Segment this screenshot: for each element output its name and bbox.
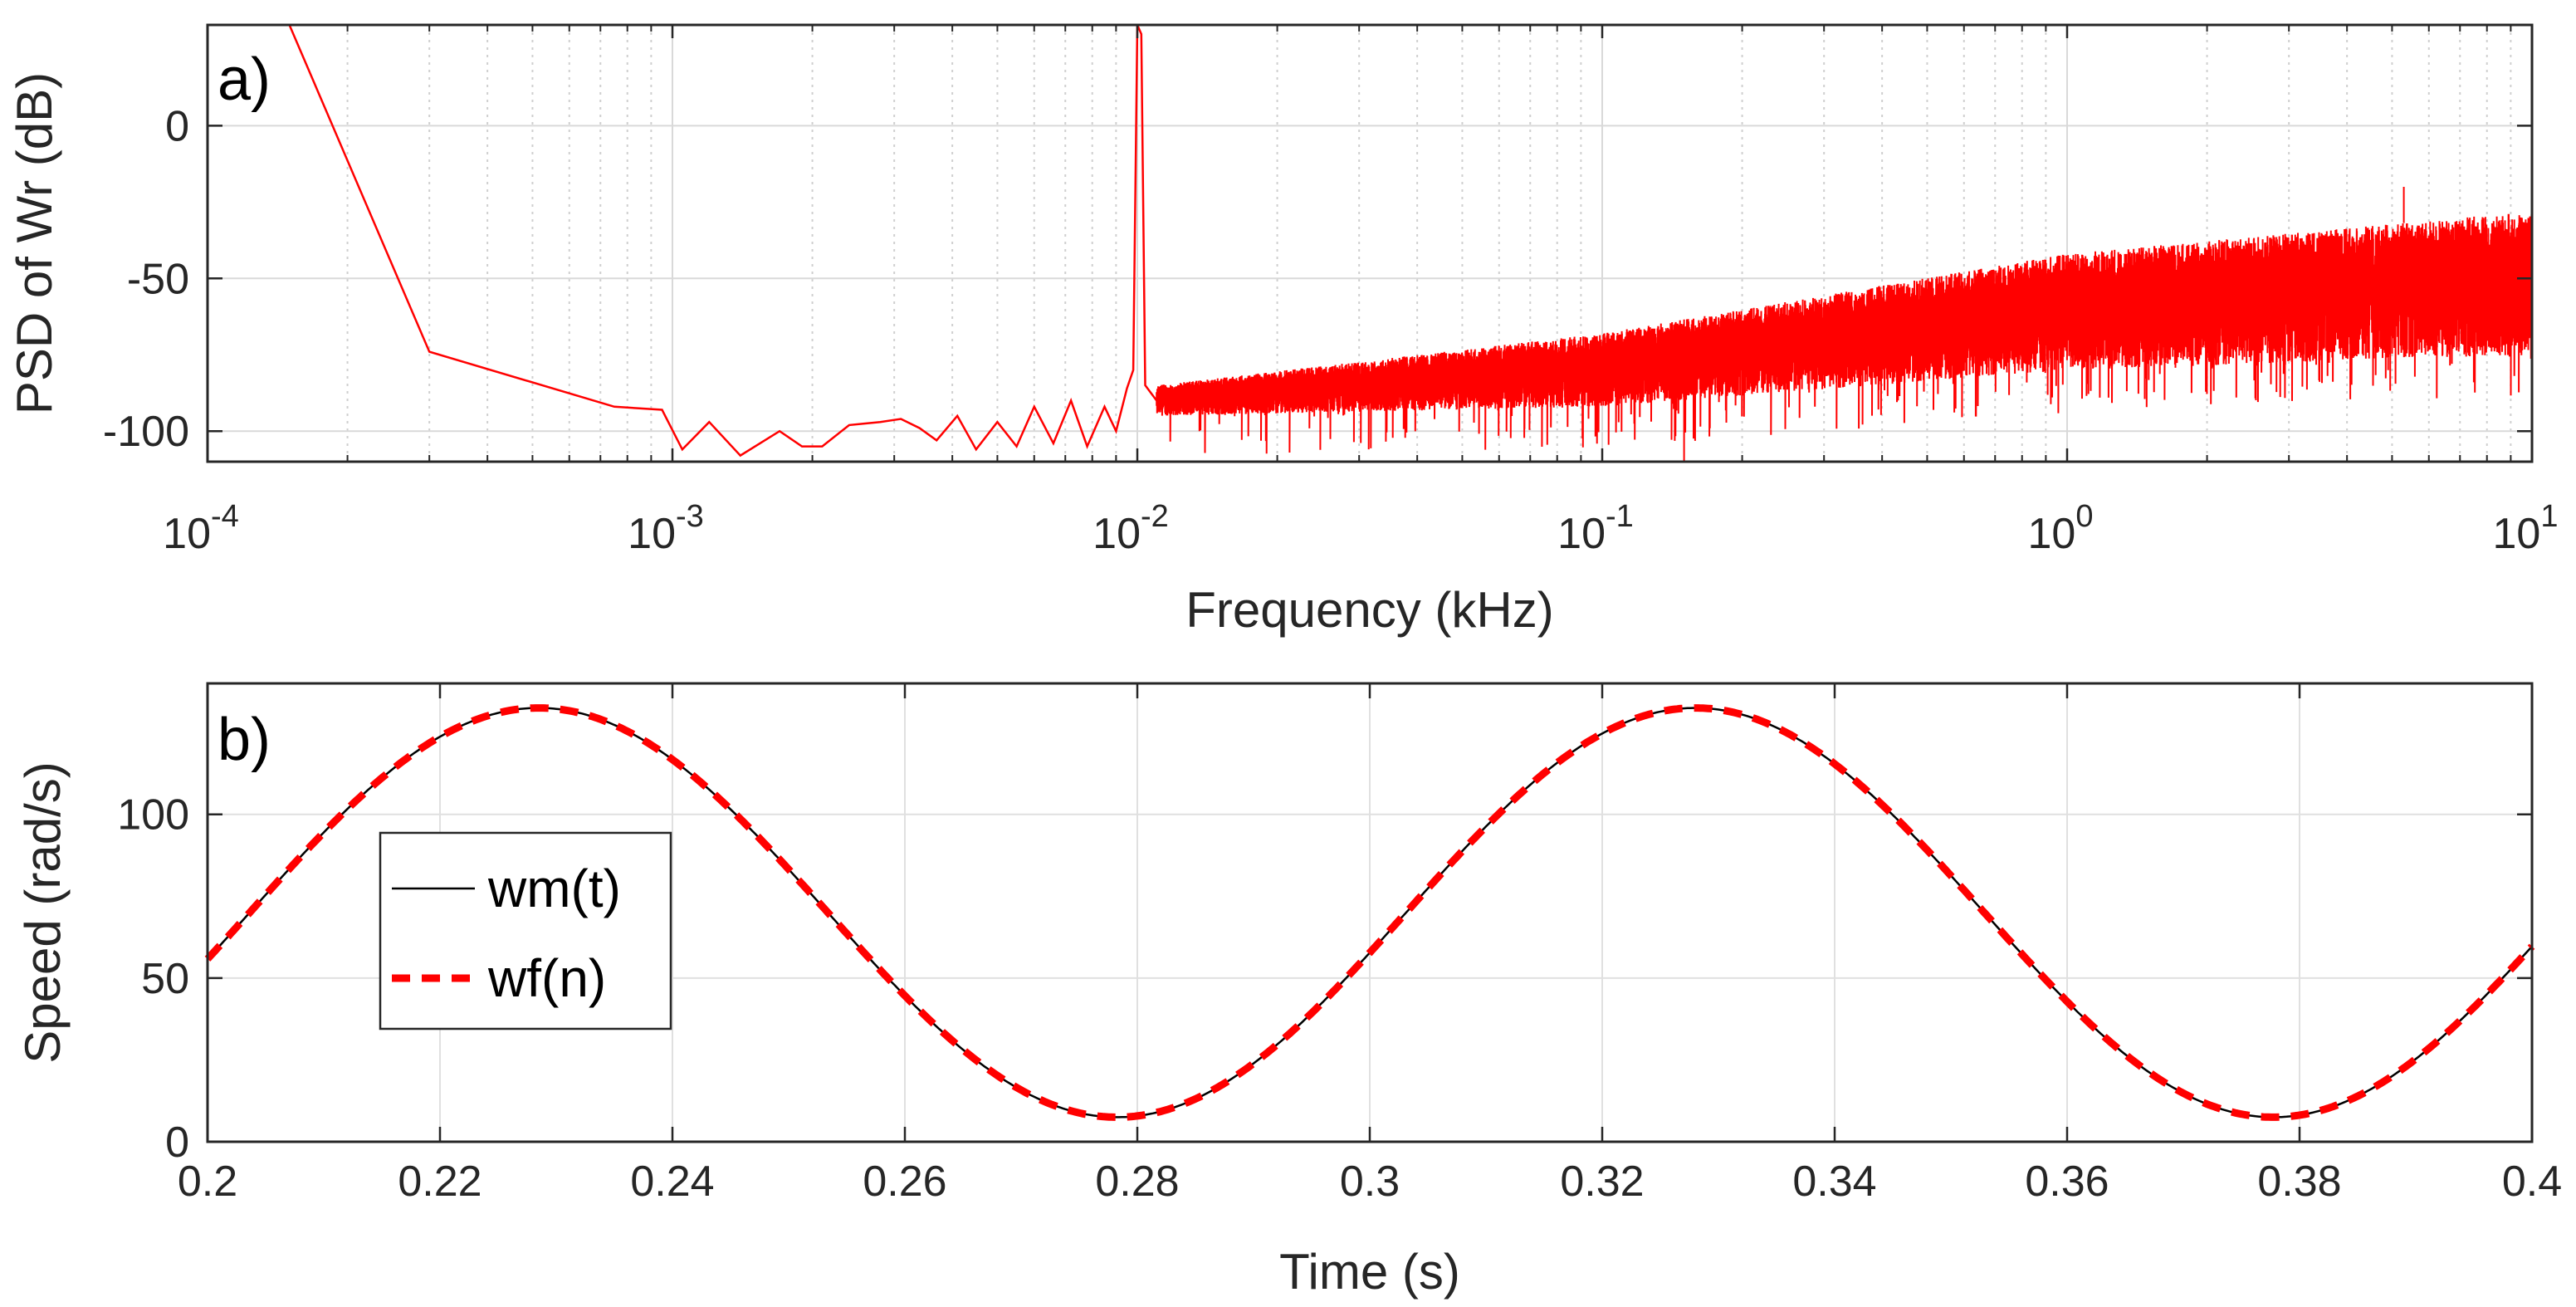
psd-y-tick-labels: 0 -50 -100 xyxy=(103,102,189,456)
legend-label-wm: wm(t) xyxy=(487,859,621,918)
psd-x-axis-label: Frequency (kHz) xyxy=(1185,582,1553,638)
psd-tick-marks xyxy=(206,25,2534,462)
legend-label-wf: wf(n) xyxy=(487,948,606,1008)
x-tick-label: 0.2 xyxy=(178,1158,237,1206)
x-tick-label: 0.32 xyxy=(1560,1158,1644,1206)
x-tick-label: 100 xyxy=(2028,499,2094,558)
x-tick-label: 0.34 xyxy=(1792,1158,1876,1206)
speed-y-axis-label: Speed (rad/s) xyxy=(15,761,71,1064)
x-tick-label: 10-4 xyxy=(163,499,239,558)
speed-x-axis-label: Time (s) xyxy=(1279,1244,1460,1300)
psd-series-line xyxy=(288,25,1158,458)
speed-tick-marks xyxy=(206,683,2534,1143)
legend-box xyxy=(379,831,672,1030)
speed-chart: 0.2 0.22 0.24 0.26 0.28 0.3 0.32 0.34 0.36 0.38 0.… xyxy=(15,682,2562,1300)
x-tick-label: 0.28 xyxy=(1095,1158,1179,1206)
x-tick-label: 0.26 xyxy=(863,1158,946,1206)
y-tick-label: 0 xyxy=(165,102,189,150)
x-tick-label: 0.22 xyxy=(398,1158,481,1206)
panel-label-b: b) xyxy=(218,707,271,773)
legend[interactable]: wm(t) wf(n) xyxy=(379,831,672,1030)
y-tick-label: 50 xyxy=(141,955,189,1003)
speed-y-tick-labels: 0 50 100 xyxy=(117,791,189,1167)
panel-label-a: a) xyxy=(218,47,271,113)
y-tick-label: -50 xyxy=(127,255,189,303)
y-tick-label: -100 xyxy=(103,408,189,456)
y-tick-label: 0 xyxy=(165,1119,189,1167)
x-tick-label: 10-1 xyxy=(1557,499,1634,558)
x-tick-label: 0.3 xyxy=(1340,1158,1400,1206)
x-tick-label: 0.4 xyxy=(2502,1158,2562,1206)
x-tick-label: 10-2 xyxy=(1092,499,1169,558)
psd-axes-box xyxy=(206,23,2534,463)
x-tick-label: 0.24 xyxy=(630,1158,714,1206)
psd-x-tick-labels: 10-4 10-3 10-2 10-1 100 101 xyxy=(163,499,2558,558)
x-tick-label: 10-3 xyxy=(628,499,704,558)
x-tick-label: 101 xyxy=(2493,499,2559,558)
x-tick-label: 0.36 xyxy=(2025,1158,2109,1206)
speed-x-tick-labels: 0.2 0.22 0.24 0.26 0.28 0.3 0.32 0.34 0.36 0.38 0.… xyxy=(178,1158,2562,1206)
series-wf-line xyxy=(204,704,2535,1121)
psd-noise-band xyxy=(1156,187,2532,462)
psd-chart: 10-4 10-3 10-2 10-1 100 101 0 -50 -100 Frequenc… xyxy=(7,23,2558,638)
y-tick-label: 100 xyxy=(117,791,189,840)
psd-y-axis-label: PSD of Wr (dB) xyxy=(7,72,62,414)
x-tick-label: 0.38 xyxy=(2257,1158,2341,1206)
